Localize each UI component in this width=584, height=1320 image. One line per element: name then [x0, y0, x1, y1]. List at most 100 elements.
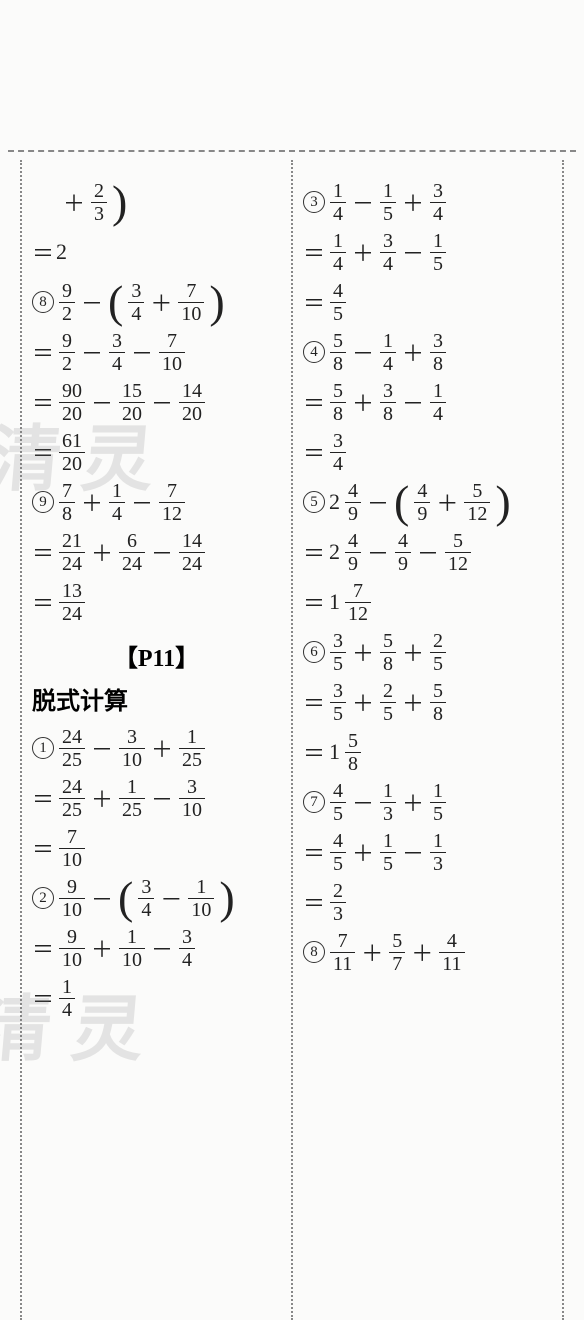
op: ＋ [402, 786, 424, 818]
equals: ＝ [32, 536, 54, 568]
equals: ＝ [32, 436, 54, 468]
paren-close: ) [112, 184, 127, 221]
fraction: 710 [178, 281, 204, 324]
whole: 1 [329, 589, 340, 615]
fraction: 1424 [179, 531, 205, 574]
step-line: ＝ 45 ＋ 15 － 13 [303, 830, 552, 874]
value: 2 [56, 239, 67, 265]
circle-7: 7 [303, 791, 325, 813]
step-line: ＝ 35 ＋ 25 ＋ 58 [303, 680, 552, 724]
fraction: 58 [330, 381, 346, 424]
fraction: 58 [330, 331, 346, 374]
fraction: 57 [389, 931, 405, 974]
op: － [367, 486, 389, 518]
page-ref-heading: 【P11】 [32, 638, 281, 673]
op: － [352, 186, 374, 218]
equals: ＝ [32, 782, 54, 814]
circle-3: 3 [303, 191, 325, 213]
op: － [131, 336, 153, 368]
op: ＋ [402, 686, 424, 718]
fraction: 15 [380, 831, 396, 874]
fraction: 45 [330, 281, 346, 324]
paren-close: ) [209, 284, 224, 321]
op-plus: ＋ [63, 186, 85, 218]
fraction: 624 [119, 531, 145, 574]
op: － [91, 386, 113, 418]
op: － [367, 536, 389, 568]
column-right: 3 14 － 15 ＋ 34 ＝ 14 ＋ 34 － 15 ＝ 45 4 58 … [293, 160, 564, 1320]
step-line: ＝ 910 ＋ 110 － 34 [32, 926, 281, 970]
result-line: ＝ 34 [303, 430, 552, 474]
fraction: 6120 [59, 431, 85, 474]
result-line: ＝ 1 712 [303, 580, 552, 624]
equals: ＝ [303, 686, 325, 718]
op: ＋ [402, 336, 424, 368]
expr-line: ＋ 23 ) [32, 180, 281, 224]
op: ＋ [352, 236, 374, 268]
fraction: 45 [330, 781, 346, 824]
op: － [151, 932, 173, 964]
fraction: 34 [138, 877, 154, 920]
op: － [151, 782, 173, 814]
problem-7: 7 45 － 13 ＋ 15 [303, 780, 552, 824]
result-line: ＝ 14 [32, 976, 281, 1020]
fraction: 14 [109, 481, 125, 524]
equals: ＝ [32, 932, 54, 964]
op: ＋ [402, 186, 424, 218]
fraction: 125 [119, 777, 145, 820]
fraction: 58 [430, 681, 446, 724]
fraction: 25 [430, 631, 446, 674]
circle-8: 8 [32, 291, 54, 313]
fraction: 2425 [59, 777, 85, 820]
column-left: ＋ 23 ) ＝ 2 8 92 － ( 34 ＋ 710 ) ＝ 92 － 34… [20, 160, 293, 1320]
op: － [402, 236, 424, 268]
problem-4: 4 58 － 14 ＋ 38 [303, 330, 552, 374]
problem-2: 2 910 － ( 34 － 110 ) [32, 876, 281, 920]
step-line: ＝ 2 49 － 49 － 512 [303, 530, 552, 574]
op: ＋ [151, 732, 173, 764]
fraction: 512 [445, 531, 471, 574]
equals: ＝ [32, 386, 54, 418]
fraction: 58 [345, 731, 361, 774]
op: － [91, 732, 113, 764]
equals: ＝ [32, 982, 54, 1014]
equals: ＝ [303, 736, 325, 768]
section-title: 脱式计算 [32, 681, 281, 716]
fraction: 34 [330, 431, 346, 474]
fraction: 15 [430, 781, 446, 824]
fraction: 910 [59, 877, 85, 920]
fraction: 125 [179, 727, 205, 770]
fraction: 1420 [179, 381, 205, 424]
op: ＋ [91, 932, 113, 964]
circle-8b: 8 [303, 941, 325, 963]
fraction: 92 [59, 281, 75, 324]
fraction: 14 [330, 181, 346, 224]
fraction: 49 [345, 481, 361, 524]
result-line: ＝ 1324 [32, 580, 281, 624]
equals: ＝ [303, 286, 325, 318]
equals: ＝ [32, 236, 54, 268]
equals: ＝ [303, 236, 325, 268]
op: － [160, 882, 182, 914]
op: － [91, 882, 113, 914]
op: ＋ [436, 486, 458, 518]
op: ＋ [352, 686, 374, 718]
fraction: 38 [430, 331, 446, 374]
fraction: 1520 [119, 381, 145, 424]
fraction: 1324 [59, 581, 85, 624]
content-columns: ＋ 23 ) ＝ 2 8 92 － ( 34 ＋ 710 ) ＝ 92 － 34… [20, 160, 564, 1320]
op: ＋ [411, 936, 433, 968]
fraction: 310 [119, 727, 145, 770]
equals: ＝ [303, 386, 325, 418]
circle-1: 1 [32, 737, 54, 759]
paren-open: ( [118, 880, 133, 917]
fraction: 13 [430, 831, 446, 874]
op: － [352, 786, 374, 818]
fraction: 34 [380, 231, 396, 274]
problem-5: 5 2 49 － ( 49 ＋ 512 ) [303, 480, 552, 524]
fraction: 14 [59, 977, 75, 1020]
fraction: 35 [330, 681, 346, 724]
problem-6: 6 35 ＋ 58 ＋ 25 [303, 630, 552, 674]
op: － [402, 386, 424, 418]
result-line: ＝ 6120 [32, 430, 281, 474]
